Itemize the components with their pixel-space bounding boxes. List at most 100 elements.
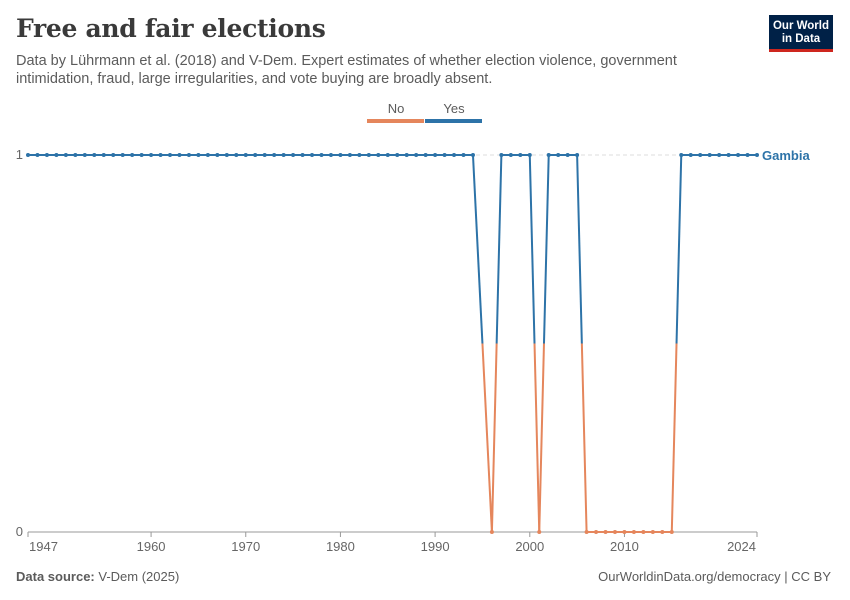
series-lines [28, 154, 757, 533]
data-point[interactable] [168, 153, 173, 157]
logo-line-1: Our World [772, 20, 829, 32]
data-point[interactable] [414, 153, 419, 157]
data-point[interactable] [347, 153, 352, 157]
data-point[interactable] [26, 153, 30, 157]
x-tick-label: 2010 [610, 539, 639, 554]
x-tick-label: 1947 [29, 539, 58, 554]
data-point[interactable] [262, 153, 267, 157]
data-point[interactable] [35, 153, 40, 157]
data-point[interactable] [395, 153, 400, 157]
data-point[interactable] [518, 153, 523, 157]
y-tick-label: 1 [16, 147, 23, 162]
owid-logo[interactable]: Our World in Data [769, 15, 833, 52]
data-point[interactable] [92, 153, 97, 157]
data-point[interactable] [205, 153, 210, 157]
data-point[interactable] [433, 153, 438, 157]
data-point[interactable] [755, 153, 759, 157]
data-point[interactable] [508, 153, 513, 157]
legend-swatch-yes [425, 119, 482, 123]
data-point[interactable] [158, 153, 163, 157]
data-point[interactable] [234, 153, 239, 157]
logo-line-2: in Data [781, 32, 821, 45]
series-points[interactable] [26, 153, 759, 534]
data-point[interactable] [556, 153, 561, 157]
series-segment [580, 343, 588, 533]
data-point[interactable] [328, 153, 333, 157]
data-point[interactable] [470, 153, 475, 157]
x-tick-label: 1970 [231, 539, 260, 554]
data-point[interactable] [575, 153, 580, 157]
data-point[interactable] [196, 153, 201, 157]
data-point[interactable] [499, 153, 504, 157]
data-point[interactable] [537, 530, 542, 534]
data-point[interactable] [717, 153, 722, 157]
data-point[interactable] [130, 153, 135, 157]
data-point[interactable] [660, 530, 665, 534]
data-point[interactable] [745, 153, 750, 157]
data-point[interactable] [54, 153, 59, 157]
series-segment [538, 343, 545, 533]
data-point[interactable] [101, 153, 106, 157]
data-point[interactable] [149, 153, 154, 157]
data-point[interactable] [338, 153, 343, 157]
data-point[interactable] [726, 153, 731, 157]
data-point[interactable] [63, 153, 68, 157]
x-tick-label: 1980 [326, 539, 355, 554]
data-point[interactable] [177, 153, 182, 157]
data-point[interactable] [650, 530, 655, 534]
legend-label-yes: Yes [443, 101, 465, 116]
legend[interactable]: No Yes [367, 101, 482, 123]
data-point[interactable] [272, 153, 277, 157]
data-source-label: Data source: [16, 569, 95, 584]
chart-subtitle: Data by Lührmann et al. (2018) and V-Dem… [16, 53, 677, 87]
data-point[interactable] [669, 530, 674, 534]
data-point[interactable] [300, 153, 305, 157]
data-point[interactable] [489, 530, 494, 534]
data-point[interactable] [452, 153, 457, 157]
series-segment [471, 154, 484, 344]
data-point[interactable] [385, 153, 390, 157]
data-point[interactable] [120, 153, 125, 157]
data-point[interactable] [688, 153, 693, 157]
data-point[interactable] [215, 153, 220, 157]
data-point[interactable] [224, 153, 229, 157]
data-point[interactable] [546, 153, 551, 157]
data-point[interactable] [44, 153, 49, 157]
data-point[interactable] [319, 153, 324, 157]
data-point[interactable] [253, 153, 258, 157]
footer-url-link[interactable]: OurWorldinData.org/democracy | CC BY [598, 569, 831, 584]
data-point[interactable] [622, 530, 627, 534]
data-source: Data source: V-Dem (2025) [16, 569, 179, 584]
data-point[interactable] [139, 153, 144, 157]
y-tick-label: 0 [16, 524, 23, 539]
data-point[interactable] [584, 530, 589, 534]
data-point[interactable] [707, 153, 712, 157]
data-point[interactable] [565, 153, 570, 157]
data-point[interactable] [82, 153, 87, 157]
data-point[interactable] [641, 530, 646, 534]
data-point[interactable] [698, 153, 703, 157]
data-point[interactable] [357, 153, 362, 157]
data-point[interactable] [376, 153, 381, 157]
data-point[interactable] [186, 153, 191, 157]
data-point[interactable] [310, 153, 315, 157]
data-point[interactable] [281, 153, 286, 157]
data-point[interactable] [461, 153, 466, 157]
data-point[interactable] [603, 530, 608, 534]
data-point[interactable] [404, 153, 409, 157]
data-point[interactable] [631, 530, 636, 534]
data-point[interactable] [366, 153, 371, 157]
series-segment [533, 343, 541, 533]
data-point[interactable] [423, 153, 428, 157]
data-point[interactable] [291, 153, 296, 157]
data-point[interactable] [679, 153, 684, 157]
data-point[interactable] [243, 153, 248, 157]
data-point[interactable] [527, 153, 532, 157]
data-point[interactable] [111, 153, 116, 157]
data-point[interactable] [442, 153, 447, 157]
data-point[interactable] [612, 530, 617, 534]
data-point[interactable] [594, 530, 599, 534]
series-label-gambia: Gambia [762, 148, 810, 163]
data-point[interactable] [736, 153, 741, 157]
data-point[interactable] [73, 153, 78, 157]
